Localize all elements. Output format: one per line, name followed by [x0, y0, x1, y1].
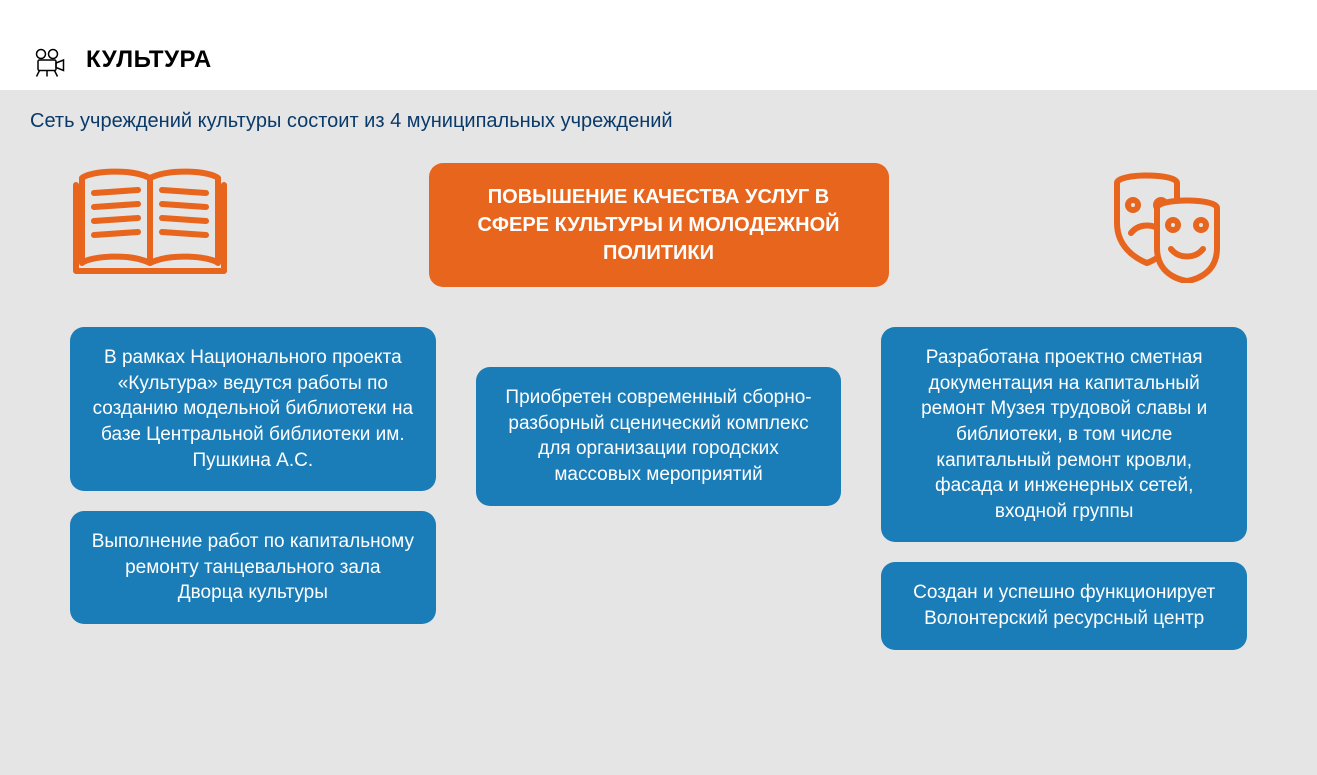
content-panel: Сеть учреждений культуры состоит из 4 му… [0, 90, 1317, 775]
card: Выполнение работ по капитальному ремонту… [70, 511, 436, 624]
page-title: КУЛЬТУРА [86, 46, 212, 74]
card: Создан и успешно функционирует Волонтерс… [881, 562, 1247, 649]
camera-icon [30, 40, 70, 80]
page-header: КУЛЬТУРА [0, 0, 1317, 90]
page: КУЛЬТУРА Сеть учреждений культуры состои… [0, 0, 1317, 775]
theater-masks-icon [1087, 163, 1247, 283]
column-right: Разработана проектно сметная документаци… [881, 327, 1247, 650]
column-left: В рамках Национального проекта «Культура… [70, 327, 436, 624]
main-banner: ПОВЫШЕНИЕ КАЧЕСТВА УСЛУГ В СФЕРЕ КУЛЬТУР… [429, 163, 889, 287]
card: Приобретен современный сборно-разборный … [476, 367, 842, 506]
panel-subtitle: Сеть учреждений культуры состоит из 4 му… [30, 110, 1287, 133]
cards-columns: В рамках Национального проекта «Культура… [30, 327, 1287, 650]
book-icon [70, 163, 230, 283]
card: Разработана проектно сметная документаци… [881, 327, 1247, 542]
card: В рамках Национального проекта «Культура… [70, 327, 436, 491]
banner-row: ПОВЫШЕНИЕ КАЧЕСТВА УСЛУГ В СФЕРЕ КУЛЬТУР… [30, 163, 1287, 287]
column-center: Приобретен современный сборно-разборный … [476, 327, 842, 506]
